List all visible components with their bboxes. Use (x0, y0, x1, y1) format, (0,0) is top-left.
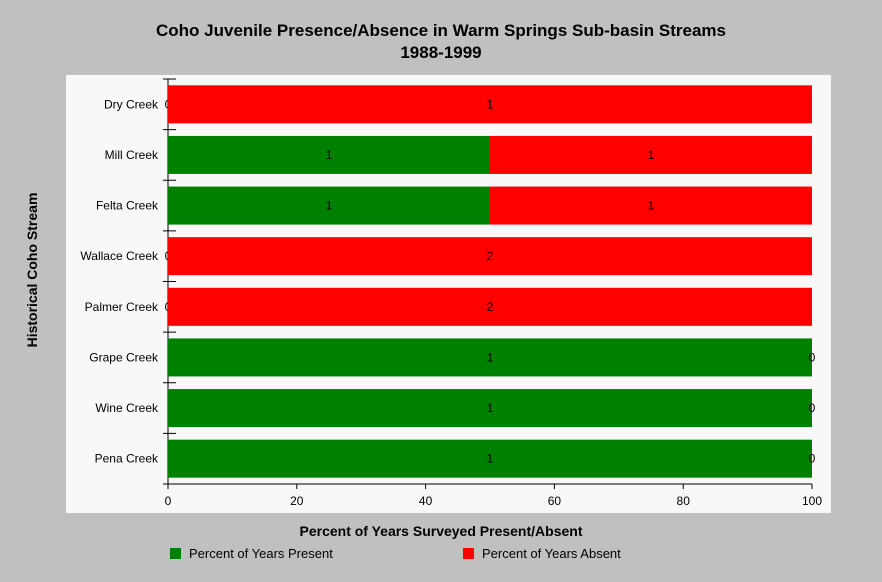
category-label-wallace-creek: Wallace Creek (80, 249, 159, 263)
bar-pena-creek-present (168, 439, 812, 478)
category-label-mill-creek: Mill Creek (105, 148, 159, 162)
x-tick-label: 60 (548, 494, 562, 508)
data-label-mill-creek-absent: 1 (648, 148, 655, 162)
chart-title: Coho Juvenile Presence/Absence in Warm S… (156, 21, 726, 40)
y-axis-label: Historical Coho Stream (24, 192, 40, 348)
data-label-palmer-creek-absent: 2 (487, 300, 494, 314)
x-axis-label: Percent of Years Surveyed Present/Absent (299, 523, 583, 539)
legend-swatch-present (170, 548, 181, 559)
legend-label-present: Percent of Years Present (189, 546, 333, 561)
data-label-wine-creek-absent: 0 (809, 401, 816, 415)
legend-label-absent: Percent of Years Absent (482, 546, 621, 561)
x-tick-label: 80 (677, 494, 691, 508)
x-tick-label: 100 (802, 494, 822, 508)
category-label-wine-creek: Wine Creek (95, 401, 159, 415)
data-label-grape-creek-present: 1 (487, 350, 494, 364)
bar-grape-creek-present (168, 338, 812, 377)
data-label-dry-creek-absent: 1 (487, 97, 494, 111)
category-label-grape-creek: Grape Creek (89, 350, 159, 364)
legend-item-present: Percent of Years Present (170, 546, 333, 561)
x-tick-label: 20 (290, 494, 304, 508)
x-tick-label: 40 (419, 494, 433, 508)
bar-mill-creek-present (168, 135, 490, 174)
data-label-felta-creek-absent: 1 (648, 199, 655, 213)
legend-item-absent: Percent of Years Absent (463, 546, 621, 561)
x-tick-label: 0 (165, 494, 172, 508)
data-label-felta-creek-present: 1 (326, 199, 333, 213)
data-label-wine-creek-present: 1 (487, 401, 494, 415)
category-label-palmer-creek: Palmer Creek (85, 300, 159, 314)
data-label-pena-creek-absent: 0 (809, 452, 816, 466)
category-label-pena-creek: Pena Creek (95, 452, 159, 466)
bar-dry-creek-absent (168, 85, 812, 124)
bar-mill-creek-absent (490, 135, 812, 174)
category-label-felta-creek: Felta Creek (96, 199, 159, 213)
data-label-pena-creek-present: 1 (487, 452, 494, 466)
bar-wallace-creek-absent (168, 237, 812, 276)
bar-wine-creek-present (168, 389, 812, 428)
data-label-grape-creek-absent: 0 (809, 350, 816, 364)
chart-subtitle: 1988-1999 (400, 43, 482, 62)
bar-felta-creek-absent (490, 186, 812, 225)
bar-palmer-creek-absent (168, 287, 812, 326)
data-label-wallace-creek-absent: 2 (487, 249, 494, 263)
legend-swatch-absent (463, 548, 474, 559)
category-label-dry-creek: Dry Creek (104, 97, 159, 111)
data-label-mill-creek-present: 1 (326, 148, 333, 162)
bar-felta-creek-present (168, 186, 490, 225)
